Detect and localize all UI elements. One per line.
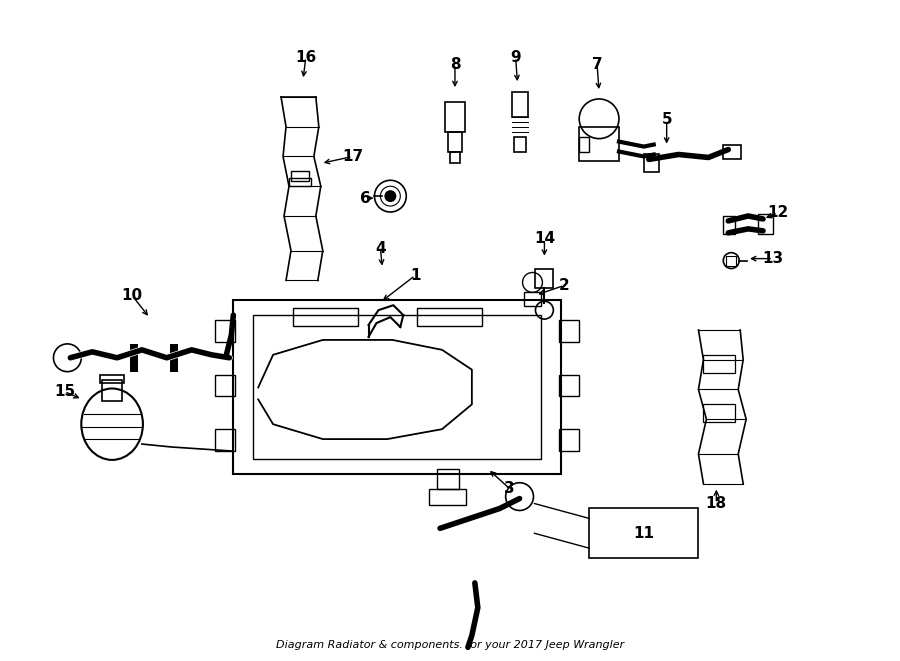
- Bar: [418, 308, 482, 326]
- Bar: [559, 375, 580, 397]
- Bar: [724, 145, 742, 159]
- Text: 11: 11: [634, 525, 654, 541]
- Text: 14: 14: [534, 231, 555, 247]
- Bar: [704, 405, 735, 422]
- Bar: [215, 375, 235, 397]
- Text: 8: 8: [450, 57, 460, 72]
- Bar: [428, 488, 466, 504]
- Bar: [170, 344, 177, 371]
- Bar: [289, 178, 310, 186]
- Bar: [215, 320, 235, 342]
- Text: 5: 5: [662, 112, 672, 128]
- Text: 6: 6: [360, 190, 371, 206]
- Bar: [100, 375, 124, 383]
- Bar: [445, 102, 465, 132]
- Bar: [103, 379, 122, 401]
- Text: 7: 7: [592, 57, 602, 72]
- Bar: [726, 256, 736, 266]
- Text: 10: 10: [122, 288, 142, 303]
- Bar: [291, 171, 309, 181]
- Bar: [724, 216, 735, 234]
- Bar: [559, 320, 580, 342]
- Bar: [580, 137, 590, 151]
- Bar: [644, 155, 659, 173]
- Bar: [215, 429, 235, 451]
- Bar: [511, 92, 527, 117]
- Bar: [590, 508, 698, 558]
- Bar: [293, 308, 357, 326]
- Bar: [758, 214, 773, 234]
- Text: 13: 13: [762, 251, 784, 266]
- Bar: [450, 151, 460, 163]
- Bar: [524, 292, 542, 306]
- Text: 18: 18: [706, 496, 727, 511]
- Bar: [253, 315, 542, 459]
- Bar: [233, 300, 562, 474]
- Text: 9: 9: [510, 50, 521, 65]
- Bar: [130, 344, 138, 371]
- Text: 12: 12: [768, 206, 788, 221]
- Text: 1: 1: [410, 268, 420, 283]
- Bar: [704, 355, 735, 373]
- Bar: [514, 137, 526, 151]
- Bar: [448, 132, 462, 151]
- Bar: [436, 469, 458, 488]
- Bar: [559, 429, 580, 451]
- Circle shape: [384, 190, 396, 202]
- Text: 2: 2: [559, 278, 570, 293]
- Text: 15: 15: [54, 384, 75, 399]
- Text: 16: 16: [295, 50, 317, 65]
- Text: 3: 3: [504, 481, 515, 496]
- Text: Diagram Radiator & components. for your 2017 Jeep Wrangler: Diagram Radiator & components. for your …: [276, 641, 624, 650]
- Text: 4: 4: [375, 241, 386, 256]
- Bar: [580, 127, 619, 161]
- Text: 17: 17: [342, 149, 364, 164]
- Bar: [536, 268, 554, 288]
